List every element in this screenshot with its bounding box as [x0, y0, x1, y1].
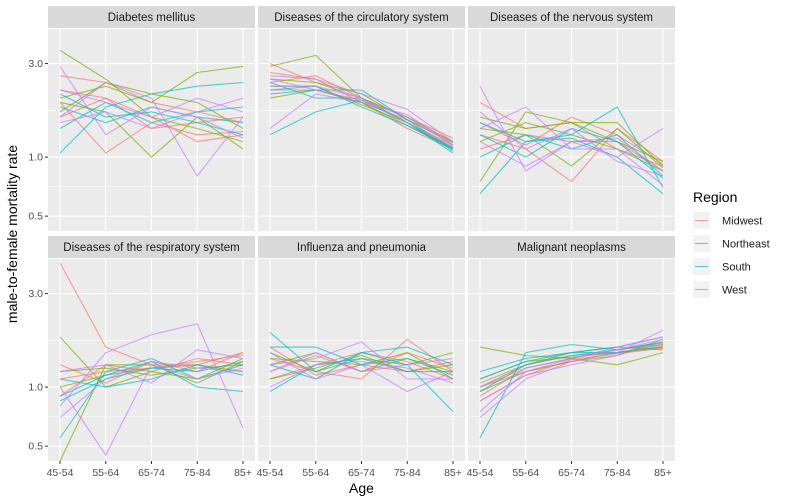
facet-strip — [48, 6, 255, 28]
series-line-west — [269, 78, 454, 146]
series-line-west — [59, 81, 244, 177]
series-line-south — [59, 360, 244, 402]
series-line-west — [479, 338, 664, 388]
x-tick-label: 55-64 — [512, 467, 539, 479]
facet-title: Influenza and pneumonia — [297, 242, 427, 254]
y-tick-label: 3.0 — [28, 58, 43, 70]
series-line-midwest — [479, 127, 664, 183]
facet-strip — [48, 236, 255, 258]
x-tick-label: 75-84 — [184, 467, 211, 479]
x-axis-title: Age — [349, 480, 374, 496]
x-tick-label: 65-74 — [558, 467, 585, 479]
facet-strip — [468, 6, 675, 28]
x-tick-label: 85+ — [654, 467, 672, 479]
series-line-west — [269, 352, 454, 393]
y-axis-title: male-to-female mortality rate — [4, 145, 20, 323]
x-tick-label: 65-74 — [348, 467, 375, 479]
x-tick-label: 55-64 — [92, 467, 119, 479]
series-line-south — [479, 122, 664, 195]
legend-label: Midwest — [722, 216, 762, 228]
series-line-northeast — [59, 65, 244, 103]
series-line-west — [59, 66, 244, 139]
series-line-south — [269, 346, 454, 380]
facet-title: Diseases of the circulatory system — [274, 12, 448, 24]
x-tick-label: 85+ — [444, 467, 462, 479]
series-line-south — [59, 93, 244, 136]
series-line-northeast — [59, 101, 244, 158]
x-tick-label: 55-64 — [302, 467, 329, 479]
facet-strip — [258, 236, 465, 258]
x-tick-label: 65-74 — [138, 467, 165, 479]
x-tick-label: 75-84 — [394, 467, 421, 479]
y-tick-label: 0.5 — [28, 441, 43, 453]
x-tick-label: 45-54 — [257, 467, 284, 479]
series-line-west — [479, 329, 664, 418]
facet-title: Diabetes mellitus — [108, 12, 196, 24]
series-line-west — [479, 111, 664, 177]
series-line-northeast — [59, 364, 244, 376]
x-tick-label: 75-84 — [604, 467, 631, 479]
series-line-south — [269, 89, 454, 150]
legend-label: West — [722, 285, 747, 297]
series-line-west — [59, 349, 244, 384]
series-line-west — [269, 341, 453, 380]
facet-strip — [258, 6, 465, 28]
series-line-south — [479, 106, 664, 195]
series-line-west — [59, 323, 244, 429]
x-tick-label: 45-54 — [47, 467, 74, 479]
series-line-south — [59, 81, 244, 154]
series-line-west — [59, 364, 244, 456]
series-line-south — [269, 85, 454, 150]
series-line-midwest — [269, 338, 454, 380]
series-line-south — [479, 342, 664, 392]
y-tick-label: 1.0 — [28, 382, 43, 394]
facet-title: Diseases of the respiratory system — [63, 242, 239, 254]
legend-label: South — [722, 262, 751, 274]
series-line-west — [269, 75, 454, 143]
y-tick-label: 3.0 — [28, 288, 43, 300]
facet-title: Malignant neoplasms — [517, 242, 626, 254]
facet-strip — [468, 236, 675, 258]
legend-label: Northeast — [722, 239, 770, 251]
series-line-west — [479, 137, 664, 172]
y-tick-label: 1.0 — [28, 152, 43, 164]
series-line-south — [59, 357, 244, 439]
x-tick-label: 45-54 — [467, 467, 494, 479]
series-line-northeast — [479, 127, 664, 169]
series-line-west — [59, 89, 244, 118]
series-line-west — [269, 93, 454, 146]
x-tick-label: 85+ — [234, 467, 252, 479]
series-line-midwest — [479, 116, 664, 165]
facet-title: Diseases of the nervous system — [490, 12, 653, 24]
series-line-west — [59, 97, 244, 130]
y-tick-label: 0.5 — [28, 211, 43, 223]
series-line-west — [479, 341, 664, 402]
legend-title: Region — [693, 189, 737, 205]
series-line-west — [479, 106, 664, 186]
series-line-west — [59, 360, 244, 418]
series-line-west — [269, 360, 454, 388]
series-line-west — [269, 352, 454, 373]
